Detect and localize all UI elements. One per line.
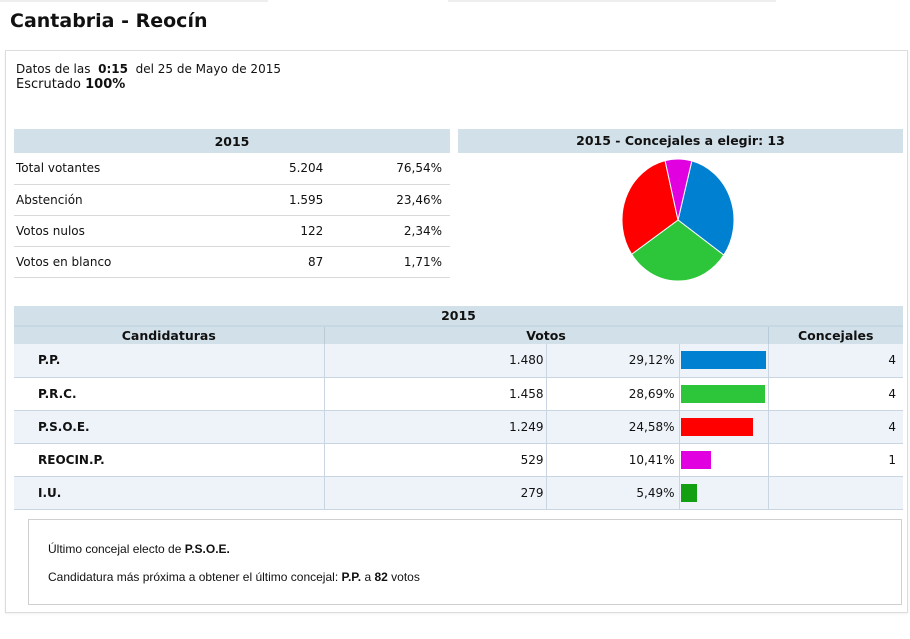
seats-pie-chart	[621, 156, 739, 287]
summary-header: 2015	[14, 129, 450, 153]
row-label: Abstención	[14, 184, 242, 216]
pie-header: 2015 - Concejales a elegir: 13	[458, 129, 903, 153]
row-value: 87	[241, 246, 324, 278]
row-label: Total votantes	[14, 153, 242, 185]
vote-count: 279	[324, 476, 547, 510]
last-seat-note: Último concejal electo de P.S.O.E. Candi…	[28, 519, 902, 605]
table-row: REOCIN.P. 529 10,41% 1	[14, 443, 903, 477]
results-panel: Datos de las 0:15 del 25 de Mayo de 2015…	[5, 50, 908, 613]
seat-count	[768, 476, 903, 510]
data-timestamp: Datos de las 0:15 del 25 de Mayo de 2015…	[16, 61, 281, 93]
row-value: 1.595	[241, 184, 324, 216]
closest-candidate-line: Candidatura más próxima a obtener el últ…	[48, 570, 420, 584]
page-title: Cantabria - Reocín	[10, 10, 208, 32]
vote-count: 1.480	[324, 344, 547, 378]
table-row: Total votantes 5.204 76,54%	[14, 153, 450, 185]
vote-bar	[679, 377, 769, 411]
vote-count: 529	[324, 443, 547, 477]
table-row: P.S.O.E. 1.249 24,58% 4	[14, 410, 903, 444]
vote-bar	[679, 443, 769, 477]
row-pct: 76,54%	[323, 153, 450, 185]
seat-count: 4	[768, 377, 903, 411]
pie-slice-pp	[677, 160, 735, 256]
turnout-summary-table: 2015 Total votantes 5.204 76,54% Abstenc…	[14, 129, 450, 278]
row-label: Votos nulos	[14, 215, 242, 247]
vote-bar	[679, 410, 769, 444]
party-name: P.S.O.E.	[14, 410, 325, 444]
vote-count: 1.249	[324, 410, 547, 444]
party-name: P.P.	[14, 344, 325, 378]
table-row: Votos en blanco 87 1,71%	[14, 246, 450, 278]
top-divider-right	[448, 0, 776, 2]
vote-bar	[679, 476, 769, 510]
seats-pie-panel: 2015 - Concejales a elegir: 13	[458, 129, 903, 289]
vote-bar	[679, 344, 769, 378]
closest-prefix: Candidatura más próxima a obtener el últ…	[48, 570, 339, 584]
closest-suffix: votos	[391, 570, 420, 584]
scrutiny-label: Escrutado	[16, 77, 81, 92]
timestamp-date: del 25 de Mayo de 2015	[135, 62, 281, 76]
row-pct: 1,71%	[323, 246, 450, 278]
vote-percentage: 29,12%	[546, 344, 680, 378]
top-divider-left	[0, 0, 268, 2]
closest-party: P.P.	[341, 570, 362, 584]
vote-percentage: 10,41%	[546, 443, 680, 477]
table-row: P.P. 1.480 29,12% 4	[14, 344, 903, 378]
party-name: REOCIN.P.	[14, 443, 325, 477]
column-header-seats: Concejales	[767, 326, 903, 344]
seat-count: 4	[768, 344, 903, 378]
closest-votes: 82	[374, 570, 388, 584]
last-seat-party: P.S.O.E.	[184, 542, 230, 556]
timestamp-prefix: Datos de las	[16, 62, 91, 76]
row-pct: 23,46%	[323, 184, 450, 216]
pie-slice-psoe	[621, 160, 679, 255]
pie-slice-prc	[630, 219, 725, 282]
table-row: P.R.C. 1.458 28,69% 4	[14, 377, 903, 411]
vote-bar-fill	[680, 417, 753, 436]
results-table: 2015 Candidaturas Votos Concejales P.P. 1…	[14, 306, 903, 510]
last-seat-line: Último concejal electo de P.S.O.E.	[48, 542, 230, 556]
scrutiny-value: 100%	[85, 77, 126, 92]
closest-mid: a	[364, 570, 372, 584]
vote-bar-fill	[680, 351, 766, 370]
vote-percentage: 24,58%	[546, 410, 680, 444]
row-value: 122	[241, 215, 324, 247]
row-value: 5.204	[241, 153, 324, 185]
table-row: Votos nulos 122 2,34%	[14, 215, 450, 247]
column-header-votes: Votos	[323, 326, 768, 344]
pie-slice-reocinp	[664, 158, 693, 221]
vote-bar-fill	[680, 483, 697, 502]
results-year-header: 2015	[14, 306, 903, 327]
vote-bar-fill	[680, 450, 711, 469]
vote-bar-fill	[680, 384, 765, 403]
column-header-party: Candidaturas	[14, 326, 324, 344]
party-name: P.R.C.	[14, 377, 325, 411]
vote-count: 1.458	[324, 377, 547, 411]
party-name: I.U.	[14, 476, 325, 510]
vote-percentage: 5,49%	[546, 476, 680, 510]
seat-count: 1	[768, 443, 903, 477]
table-row: I.U. 279 5,49%	[14, 476, 903, 510]
seat-count: 4	[768, 410, 903, 444]
last-seat-prefix: Último concejal electo de	[48, 542, 182, 556]
row-pct: 2,34%	[323, 215, 450, 247]
vote-percentage: 28,69%	[546, 377, 680, 411]
timestamp-time: 0:15	[98, 62, 128, 76]
table-row: Abstención 1.595 23,46%	[14, 184, 450, 216]
row-label: Votos en blanco	[14, 246, 242, 278]
